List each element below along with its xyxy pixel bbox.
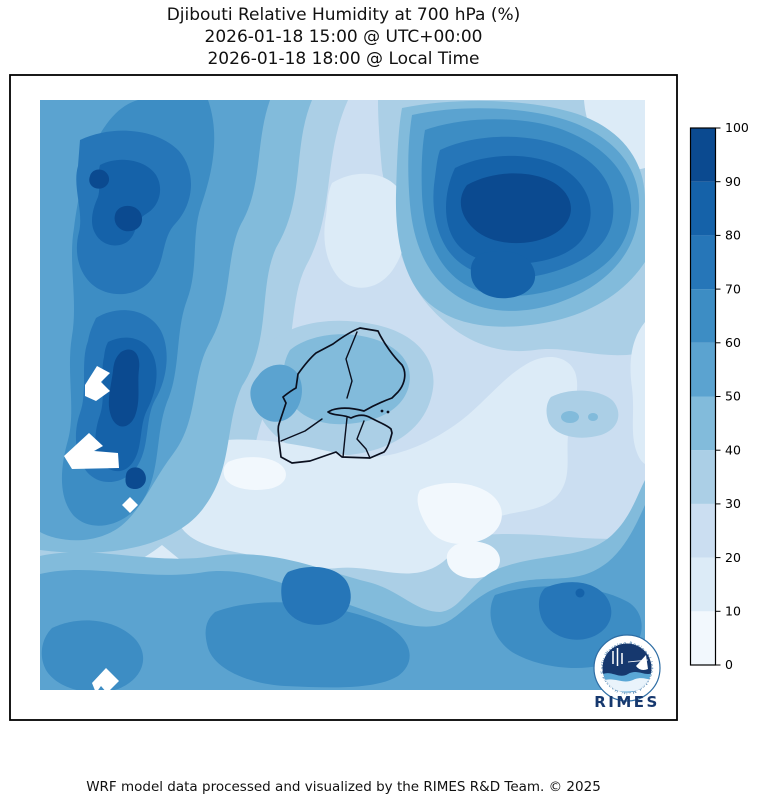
contour-band-80-90: [91, 159, 161, 246]
islet-dot: [386, 410, 390, 414]
contour-band-40-50: [283, 334, 410, 425]
logo-wordmark: RIMES: [594, 693, 660, 711]
colorbar-tick-label: 40: [725, 442, 741, 457]
contour-band-80-90: [470, 251, 536, 299]
djibouti-boundary-group: [277, 327, 406, 464]
masked-area: [122, 497, 138, 513]
figure-title: Djibouti Relative Humidity at 700 hPa (%…: [166, 5, 521, 25]
colorbar-tick-label: 0: [725, 657, 733, 672]
admin-boundary: [356, 420, 371, 459]
colorbar-band: [690, 181, 716, 236]
contour-band-60-70: [41, 620, 144, 690]
colorbar-ticks: [715, 127, 721, 666]
contour-band-50-60: [40, 505, 645, 690]
colorbar: 0 10 20 30 40 50 60 70 80 90 100: [689, 120, 749, 672]
colorbar-tick-label: 30: [725, 496, 741, 511]
colorbar-tick-label: 60: [725, 335, 741, 350]
contour-band-30-40: [546, 390, 619, 438]
colorbar-band: [690, 289, 716, 343]
masked-area: [64, 433, 119, 469]
contour-band-90-100: [114, 205, 143, 232]
contour-band-90-100: [108, 349, 140, 427]
figure-subtitle-local: 2026-01-18 18:00 @ Local Time: [207, 49, 480, 69]
islet-dot: [380, 409, 384, 413]
contour-band-90-100: [89, 169, 110, 189]
contour-band-50-60: [250, 364, 302, 422]
admin-boundary: [280, 418, 323, 442]
contour-band-10-20: [324, 173, 408, 288]
logo-horizon-line: [627, 659, 649, 663]
colorbar-band: [690, 396, 716, 451]
title-block: Djibouti Relative Humidity at 700 hPa (%…: [10, 4, 677, 70]
contour-band-70-80: [538, 582, 612, 640]
colorbar-band: [690, 450, 716, 504]
admin-boundary: [345, 331, 358, 399]
figure-subtitle-utc: 2026-01-18 15:00 @ UTC+00:00: [204, 27, 483, 47]
colorbar-tick-label: 70: [725, 281, 741, 296]
contour-band-0-10: [417, 483, 502, 544]
footer-credit: WRF model data processed and visualized …: [86, 779, 601, 795]
colorbar-tick-label: 50: [725, 389, 741, 404]
contour-band-60-70: [205, 602, 410, 688]
logo-sail-icon: [636, 655, 648, 670]
contour-band-10-20: [630, 322, 645, 464]
colorbar-tick-label: 80: [725, 228, 741, 243]
masked-area: [85, 366, 110, 401]
colorbar-band: [690, 235, 716, 290]
contour-band-80-90: [575, 588, 585, 598]
colorbar-band: [690, 342, 716, 397]
colorbar-tick-label: 20: [725, 550, 741, 565]
masked-area: [92, 668, 119, 690]
contour-band-0-10: [446, 541, 500, 579]
logo-signal-icon: [612, 648, 623, 666]
contour-band-90-100: [460, 173, 571, 244]
contour-band-40-50: [588, 413, 598, 421]
colorbar-tick-label: 10: [725, 604, 741, 619]
colorbar-tick-label: 100: [725, 120, 749, 135]
colorbar-band: [690, 611, 716, 665]
contour-band-90-100: [125, 467, 146, 490]
admin-boundary: [342, 417, 348, 458]
contour-field: [40, 100, 645, 690]
djibouti-national-boundary: [277, 327, 406, 464]
contour-band-0-10: [223, 457, 286, 490]
colorbar-band: [690, 557, 716, 612]
colorbar-band: [690, 128, 716, 182]
contour-band-40-50: [561, 411, 579, 423]
colorbar-band: [690, 503, 716, 558]
logo-wave-light: [602, 678, 652, 692]
contour-band-70-80: [281, 566, 351, 625]
map-frame: [9, 74, 678, 721]
colorbar-tick-labels: 0 10 20 30 40 50 60 70 80 90 100: [725, 120, 749, 672]
colorbar-tick-label: 90: [725, 174, 741, 189]
